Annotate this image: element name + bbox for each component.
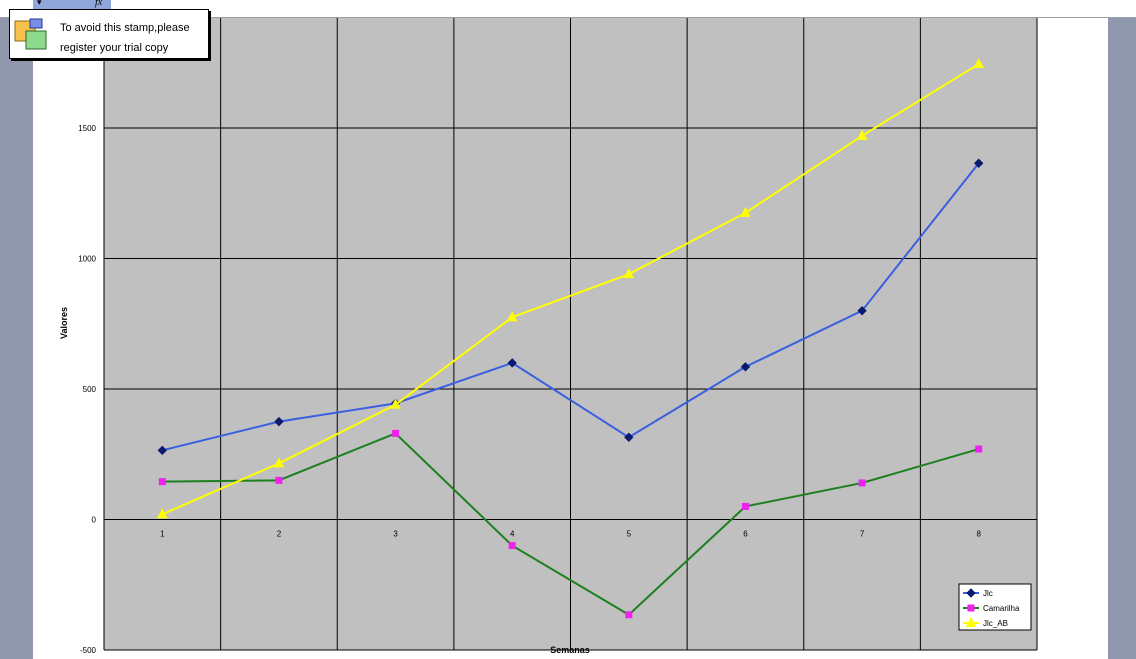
data-point-marker [392,429,400,437]
data-point-marker [975,445,983,453]
data-point-marker [506,311,518,322]
data-point-marker [624,432,634,442]
x-tick-label: 8 [976,530,981,539]
data-point-marker [623,268,635,279]
formula-bar: ▾ fx [0,0,1136,18]
chart-sheet: -500 0 500 1000 1500 1 2 3 4 5 6 7 8 Valores Semana… [33,18,1108,659]
data-point-marker [966,588,976,598]
data-point-marker [157,445,168,456]
x-tick-label: 5 [627,530,632,539]
legend-label: Jlc_AB [983,619,1008,628]
y-tick-label: 0 [92,516,97,525]
legend-label: Jlc [983,589,993,598]
grid-lines [103,18,1038,651]
legend-label: Camarilha [983,604,1020,613]
data-point-marker [740,362,751,372]
data-point-marker [858,479,866,487]
data-point-marker [965,616,977,627]
fx-icon[interactable]: fx [95,0,103,8]
y-tick-label: -500 [80,646,97,655]
data-point-marker [625,611,633,619]
y-tick-label: 1000 [78,255,96,264]
y-axis: -500 0 500 1000 1500 [78,124,96,655]
x-tick-label: 7 [860,530,865,539]
name-box[interactable] [33,0,111,10]
y-tick-label: 500 [83,385,97,394]
line-chart: -500 0 500 1000 1500 1 2 3 4 5 6 7 8 Valores Semana… [59,18,1038,655]
x-tick-label: 6 [743,530,748,539]
y-axis-label: Valores [59,307,69,339]
stamp-message: To avoid this stamp,please register your… [60,22,190,54]
data-point-marker [275,476,283,484]
data-point-marker [973,158,984,168]
x-tick-label: 3 [393,530,398,539]
data-point-marker [740,206,751,217]
series-layer [156,57,985,619]
data-point-marker [507,358,517,368]
windows-stamp-icon [14,18,47,50]
data-point-marker [741,502,749,510]
x-axis-label: Semanas [550,645,590,655]
data-point-marker [967,604,975,612]
series-camarilha [158,429,983,619]
x-tick-label: 1 [160,530,165,539]
x-tick-label: 4 [510,530,515,539]
series-jlc-ab [156,57,985,519]
data-point-marker [156,508,168,519]
series-line [161,63,980,516]
x-tick-label: 2 [277,530,282,539]
y-tick-label: 1500 [78,124,96,133]
series-line [162,162,980,452]
trial-stamp: To avoid this stamp,please register your… [9,9,209,59]
data-point-marker [857,305,867,316]
data-point-marker [158,478,166,486]
data-point-marker [856,129,868,140]
series-line [162,432,979,617]
data-point-marker [390,398,401,409]
dropdown-arrow-icon[interactable]: ▾ [37,0,42,7]
data-point-marker [274,416,284,427]
data-point-marker [973,57,985,69]
data-point-marker [508,542,516,550]
legend: Jlc Camarilha Jlc_AB [958,583,1032,631]
data-point-marker [273,457,285,468]
x-axis: 1 2 3 4 5 6 7 8 [160,530,981,539]
